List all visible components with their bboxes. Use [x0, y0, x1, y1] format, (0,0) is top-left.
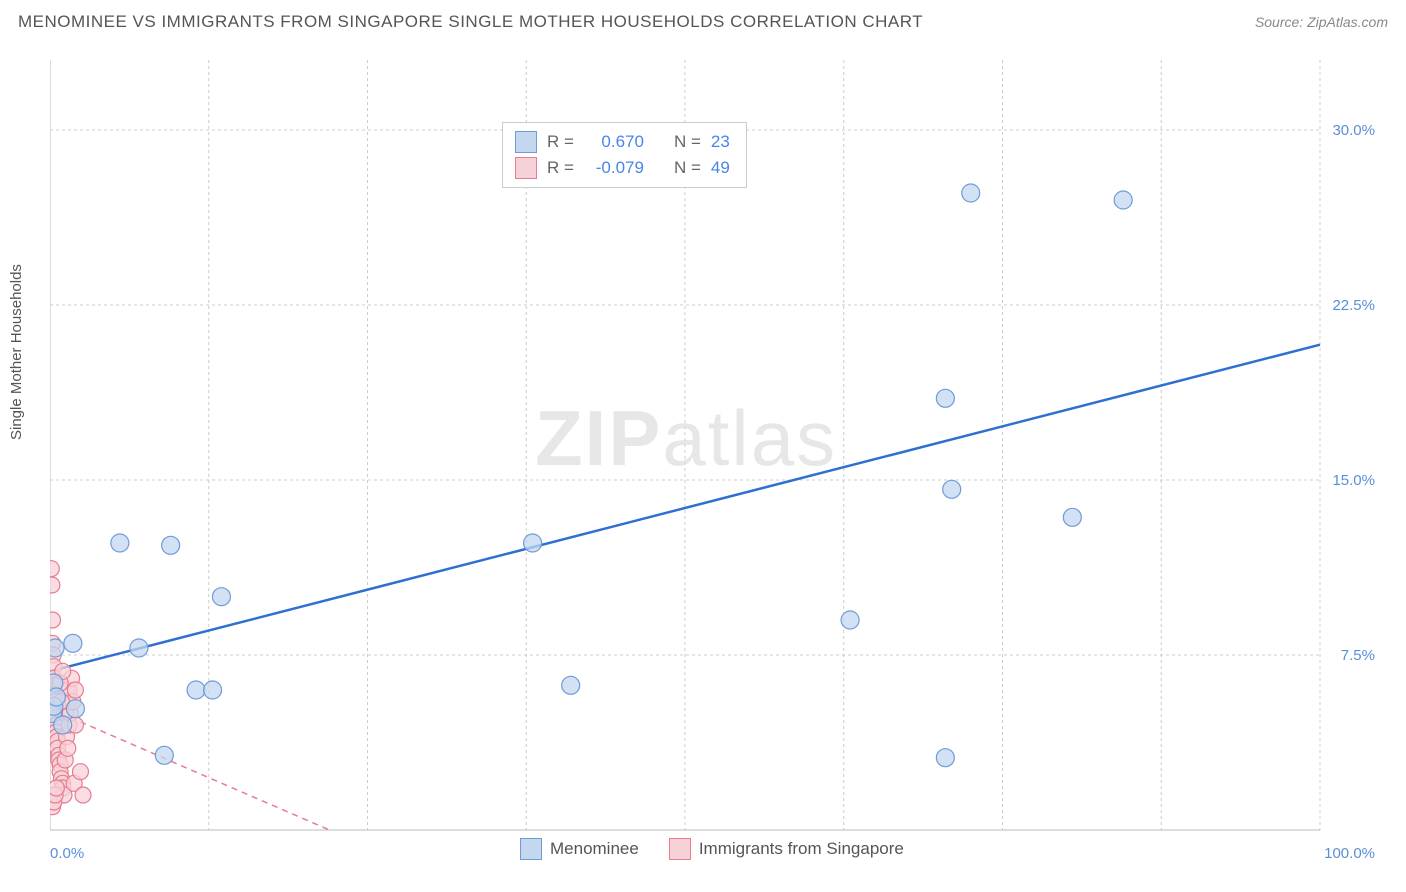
svg-text:7.5%: 7.5% [1341, 647, 1375, 664]
chart-title: MENOMINEE VS IMMIGRANTS FROM SINGAPORE S… [18, 12, 923, 32]
stats-row-series2: R = -0.079 N = 49 [515, 155, 730, 181]
stats-n-label: N = [674, 155, 701, 181]
swatch-series2 [515, 157, 537, 179]
swatch-series1 [520, 838, 542, 860]
stats-row-series1: R = 0.670 N = 23 [515, 129, 730, 155]
legend-item-series1: Menominee [520, 838, 639, 860]
legend-item-series2: Immigrants from Singapore [669, 838, 904, 860]
stats-r-label: R = [547, 129, 574, 155]
svg-text:100.0%: 100.0% [1324, 845, 1375, 862]
svg-text:15.0%: 15.0% [1332, 472, 1375, 489]
bottom-legend: Menominee Immigrants from Singapore [520, 838, 904, 860]
stats-n-value-2: 49 [711, 155, 730, 181]
swatch-series2 [669, 838, 691, 860]
legend-label-series1: Menominee [550, 839, 639, 859]
chart-area: ZIPatlas7.5%15.0%22.5%30.0%0.0%100.0% R … [50, 60, 1380, 830]
swatch-series1 [515, 131, 537, 153]
stats-legend-box: R = 0.670 N = 23 R = -0.079 N = 49 [502, 122, 747, 188]
stats-r-value-1: 0.670 [584, 129, 644, 155]
svg-text:0.0%: 0.0% [50, 845, 84, 862]
y-axis-label: Single Mother Households [8, 264, 25, 440]
stats-n-value-1: 23 [711, 129, 730, 155]
svg-text:ZIPatlas: ZIPatlas [535, 394, 837, 482]
stats-n-label: N = [674, 129, 701, 155]
stats-r-label: R = [547, 155, 574, 181]
legend-label-series2: Immigrants from Singapore [699, 839, 904, 859]
svg-text:30.0%: 30.0% [1332, 122, 1375, 139]
source-attribution: Source: ZipAtlas.com [1255, 14, 1388, 30]
stats-r-value-2: -0.079 [584, 155, 644, 181]
svg-text:22.5%: 22.5% [1332, 297, 1375, 314]
